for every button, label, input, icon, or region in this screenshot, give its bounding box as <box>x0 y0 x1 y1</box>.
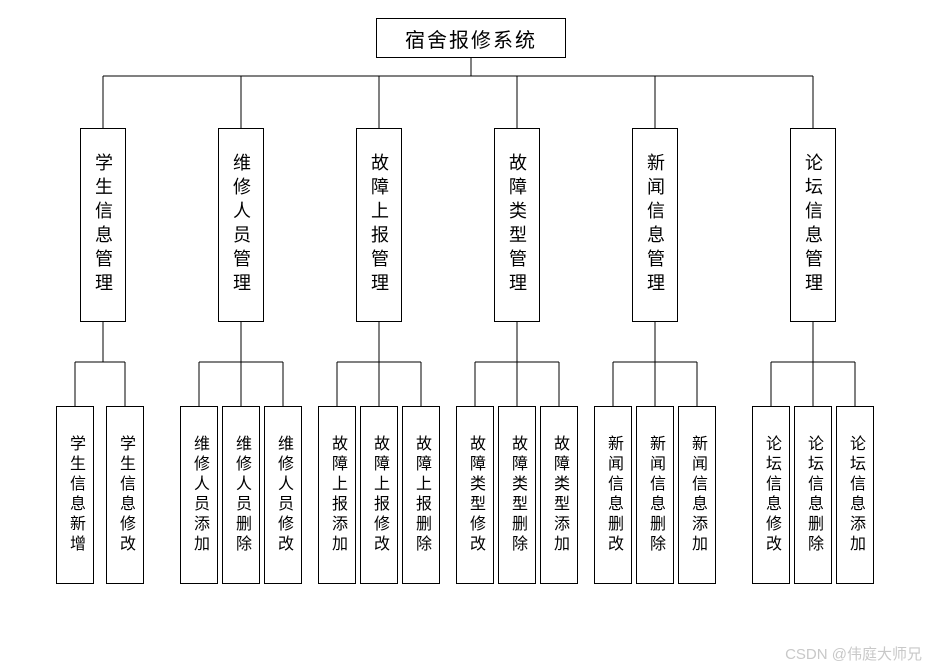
branch-node-4: 新闻信息管理 <box>632 128 678 322</box>
leaf-node-5-2: 论坛信息添加 <box>836 406 874 584</box>
leaf-node-4-0: 新闻信息删改 <box>594 406 632 584</box>
leaf-node-5-0: 论坛信息修改 <box>752 406 790 584</box>
root-node: 宿舍报修系统 <box>376 18 566 58</box>
branch-node-0: 学生信息管理 <box>80 128 126 322</box>
branch-node-3: 故障类型管理 <box>494 128 540 322</box>
leaf-node-2-1: 故障上报修改 <box>360 406 398 584</box>
branch-node-1: 维修人员管理 <box>218 128 264 322</box>
branch-node-2: 故障上报管理 <box>356 128 402 322</box>
leaf-node-2-2: 故障上报删除 <box>402 406 440 584</box>
leaf-node-4-2: 新闻信息添加 <box>678 406 716 584</box>
leaf-node-0-1: 学生信息修改 <box>106 406 144 584</box>
watermark: CSDN @伟庭大师兄 <box>785 643 922 664</box>
leaf-node-1-2: 维修人员修改 <box>264 406 302 584</box>
leaf-node-2-0: 故障上报添加 <box>318 406 356 584</box>
leaf-node-1-0: 维修人员添加 <box>180 406 218 584</box>
leaf-node-3-1: 故障类型删除 <box>498 406 536 584</box>
leaf-node-3-2: 故障类型添加 <box>540 406 578 584</box>
leaf-node-1-1: 维修人员删除 <box>222 406 260 584</box>
leaf-node-5-1: 论坛信息删除 <box>794 406 832 584</box>
leaf-node-4-1: 新闻信息删除 <box>636 406 674 584</box>
branch-node-5: 论坛信息管理 <box>790 128 836 322</box>
leaf-node-0-0: 学生信息新增 <box>56 406 94 584</box>
leaf-node-3-0: 故障类型修改 <box>456 406 494 584</box>
